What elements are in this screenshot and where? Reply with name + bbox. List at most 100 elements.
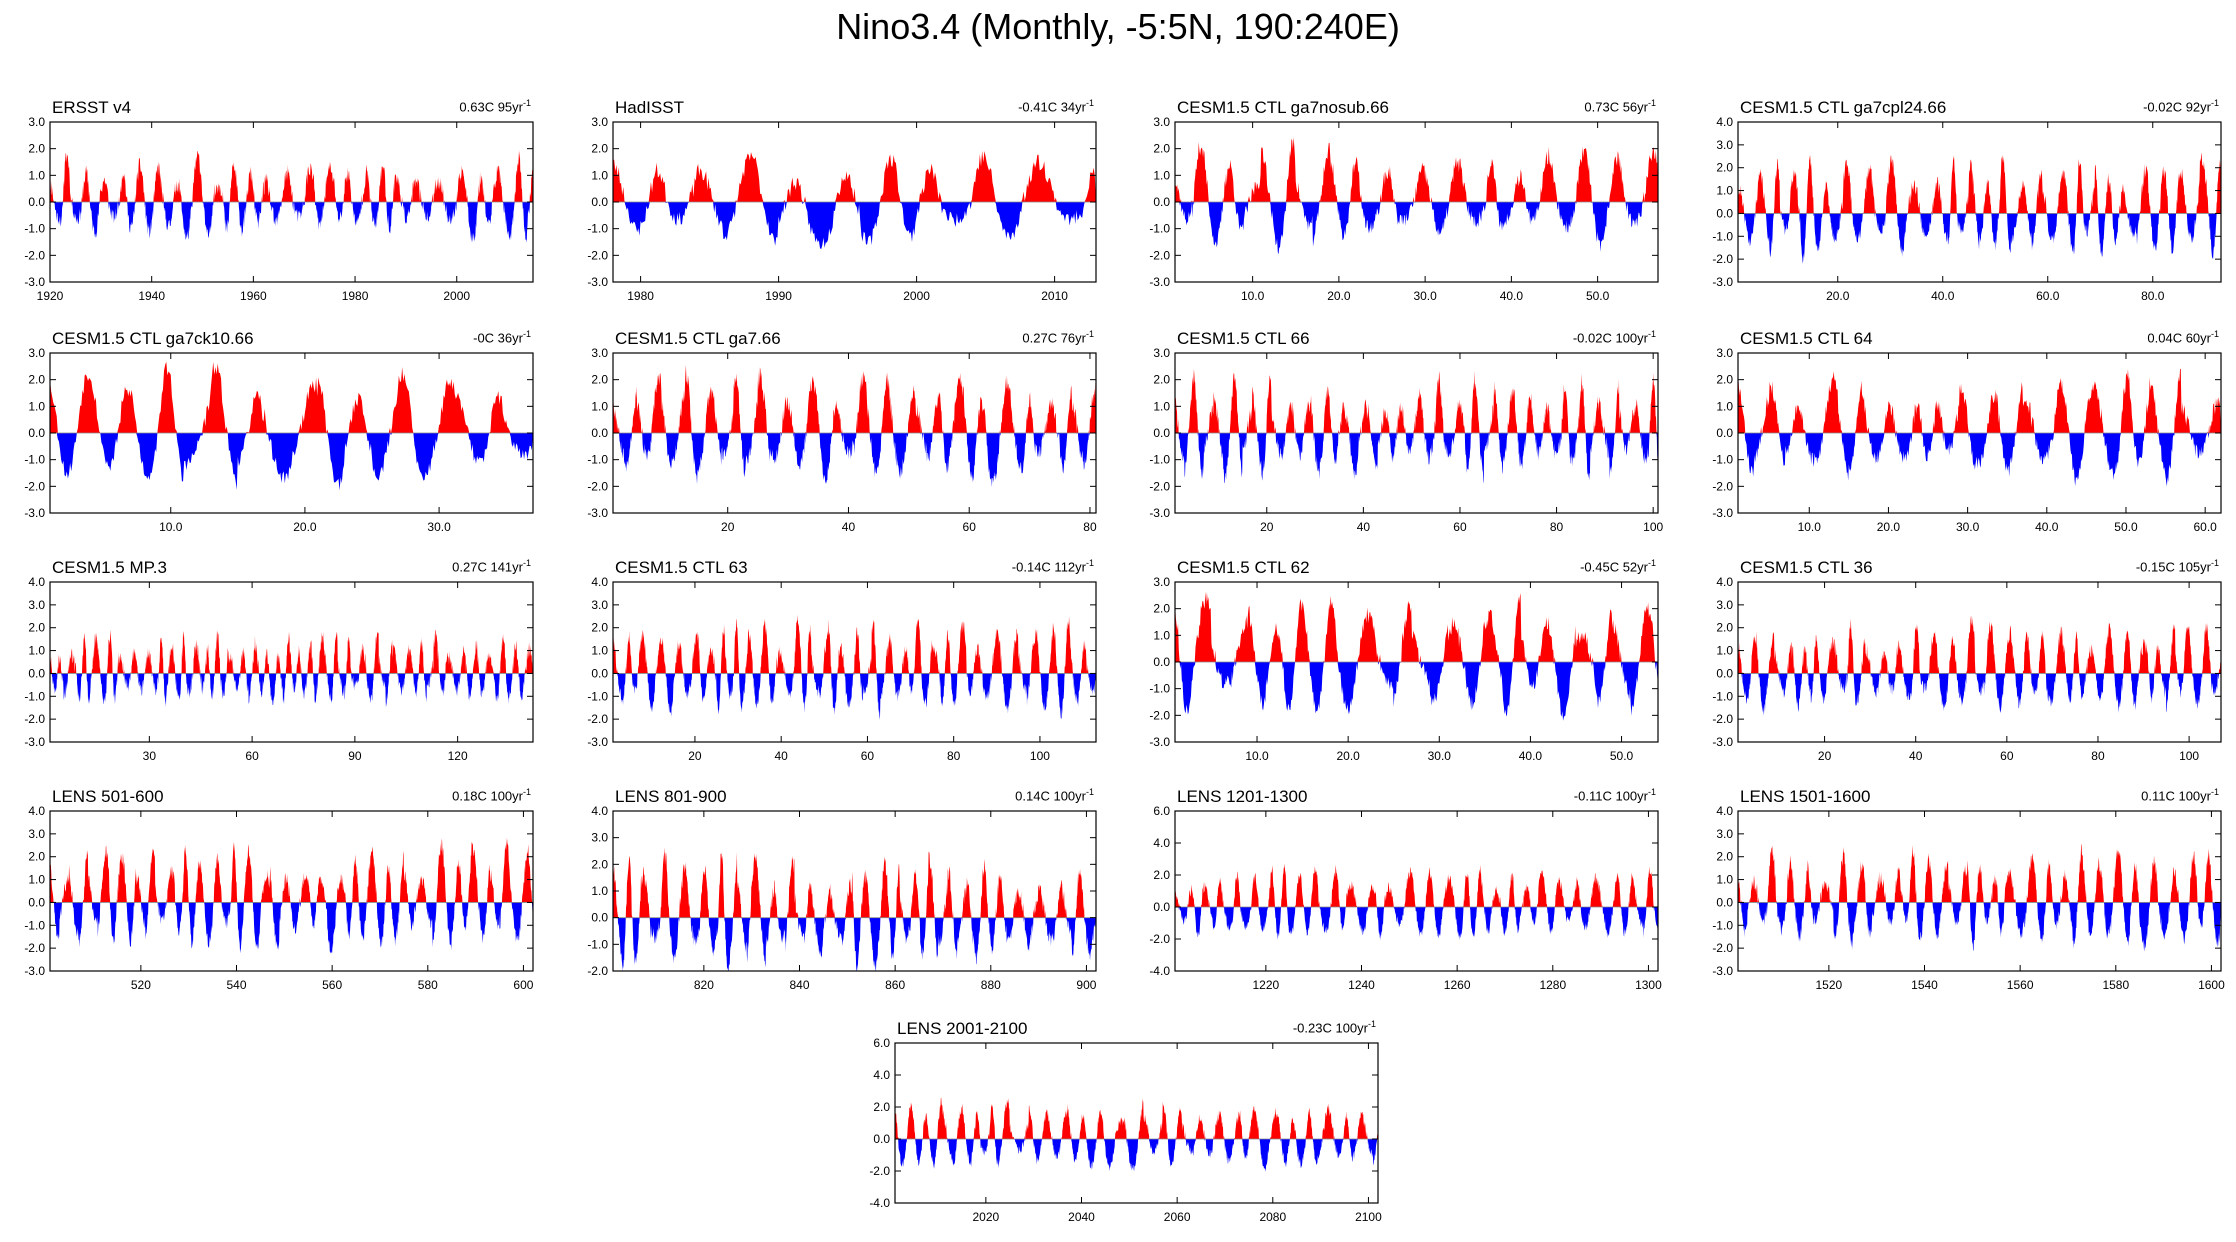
x-tick-label: 1560 <box>2007 978 2034 992</box>
x-tick-label: 1260 <box>1444 978 1471 992</box>
y-tick-label: 6.0 <box>1153 804 1170 818</box>
positive-anomaly-area <box>50 361 533 433</box>
x-tick-label: 880 <box>981 978 1001 992</box>
panel-trend-label: 0.73C 56yr-1 <box>1584 98 1656 114</box>
panel-title: CESM1.5 CTL 64 <box>1740 329 1873 348</box>
panel-trend-label: -0.11C 100yr-1 <box>1574 787 1656 803</box>
plot-frame <box>49 581 534 743</box>
trend-text: 0.63C 95yr <box>459 99 523 115</box>
y-tick-label: 3.0 <box>1716 598 1733 612</box>
x-tick-label: 40 <box>1357 520 1371 534</box>
x-tick-label: 1960 <box>240 289 267 303</box>
trend-text: -0.15C 105yr <box>2135 559 2211 575</box>
x-tick-label: 30.0 <box>427 520 451 534</box>
y-tick-label: -2.0 <box>1712 941 1733 955</box>
negative-anomaly-area <box>613 433 1096 488</box>
panel-trend-label: 0.14C 100yr-1 <box>1015 787 1094 803</box>
trend-exponent: -1 <box>2210 558 2219 568</box>
trend-text: 0.11C 100yr <box>2141 788 2211 804</box>
y-tick-label: 3.0 <box>28 346 45 360</box>
x-tick-label: 80 <box>1083 520 1097 534</box>
y-tick-label: 2.0 <box>1153 602 1170 616</box>
x-tick-label: 2010 <box>1041 289 1068 303</box>
panel-title: CESM1.5 CTL 62 <box>1177 558 1310 577</box>
x-tick-label: 1280 <box>1539 978 1566 992</box>
y-tick-label: 1.0 <box>591 399 608 413</box>
plot-frame <box>612 581 1097 743</box>
panel-trend-label: -0.45C 52yr-1 <box>1580 558 1656 574</box>
y-tick-label: 3.0 <box>28 115 45 129</box>
y-tick-label: 2.0 <box>591 373 608 387</box>
x-tick-label: 40.0 <box>2035 520 2059 534</box>
panel-trend-label: -0.23C 100yr-1 <box>1293 1019 1376 1035</box>
x-tick-label: 1520 <box>1816 978 1843 992</box>
y-tick-label: -1.0 <box>1712 689 1733 703</box>
x-tick-label: 50.0 <box>2114 520 2138 534</box>
y-tick-label: -3.0 <box>1712 964 1733 978</box>
trend-text: 0.27C 141yr <box>452 559 523 575</box>
y-tick-label: -2.0 <box>587 479 608 493</box>
y-tick-label: 4.0 <box>591 575 608 589</box>
y-tick-label: -1.0 <box>1149 682 1170 696</box>
y-tick-label: 3.0 <box>1153 575 1170 589</box>
x-tick-label: 10.0 <box>159 520 183 534</box>
x-tick-label: 1980 <box>627 289 654 303</box>
chart-panel: CESM1.5 CTL 66 -0.02C 100yr-1 -3.0 -2.0 -1.0… <box>1149 329 1663 534</box>
chart-svg: -4.0 -2.0 0.0 2.0 4.0 6.0 2020 2040 2060 2080 2100 <box>869 1036 1382 1224</box>
trend-exponent: -1 <box>522 98 531 108</box>
x-tick-label: 60 <box>963 520 977 534</box>
panel-trend-label: 0.27C 141yr-1 <box>452 558 531 574</box>
trend-text: 0.14C 100yr <box>1015 788 1086 804</box>
chart-svg: -3.0 -2.0 -1.0 0.0 1.0 2.0 3.0 4.0 30 60 90 120 <box>24 575 534 763</box>
y-tick-label: 4.0 <box>873 1068 890 1082</box>
negative-anomaly-area <box>50 673 533 708</box>
chart-svg: -3.0 -2.0 -1.0 0.0 1.0 2.0 3.0 20 40 60 80 100 <box>1149 346 1663 534</box>
trend-exponent: -1 <box>522 329 531 339</box>
chart-panel: CESM1.5 CTL ga7ck10.66 -0C 36yr-1 -3.0 -2.0… <box>24 329 534 534</box>
y-tick-label: 2.0 <box>591 621 608 635</box>
y-tick-label: 1.0 <box>1716 184 1733 198</box>
y-tick-label: 2.0 <box>28 621 45 635</box>
trend-text: 0.73C 56yr <box>1584 99 1648 115</box>
y-tick-label: -1.0 <box>1712 229 1733 243</box>
y-tick-label: -2.0 <box>1712 712 1733 726</box>
positive-anomaly-area <box>50 837 533 903</box>
x-tick-label: 1980 <box>342 289 369 303</box>
trend-text: -0.02C 92yr <box>2143 99 2211 115</box>
x-tick-label: 560 <box>322 978 342 992</box>
y-tick-label: 3.0 <box>591 598 608 612</box>
y-tick-label: 1.0 <box>1716 399 1733 413</box>
y-tick-label: 1.0 <box>591 644 608 658</box>
y-tick-label: 3.0 <box>1716 346 1733 360</box>
y-tick-label: -2.0 <box>587 712 608 726</box>
y-tick-label: -3.0 <box>587 506 608 520</box>
chart-svg: -3.0 -2.0 -1.0 0.0 1.0 2.0 3.0 10.0 20.0 30.0 <box>24 346 534 534</box>
plot-frame <box>1737 581 2222 743</box>
trend-text: 0.27C 76yr <box>1022 330 1086 346</box>
chart-panel: LENS 801-900 0.14C 100yr-1 -2.0 -1.0 0.0 1.0 2… <box>587 787 1096 992</box>
panel-title: CESM1.5 CTL ga7nosub.66 <box>1177 98 1389 117</box>
chart-svg: -3.0 -2.0 -1.0 0.0 1.0 2.0 3.0 4.0 20 40 60 80 100 <box>587 575 1097 763</box>
chart-panel: CESM1.5 CTL 36 -0.15C 105yr-1 -3.0 -2.0 -1.0… <box>1712 558 2222 763</box>
panel-title: CESM1.5 CTL ga7.66 <box>615 329 781 348</box>
y-tick-label: 4.0 <box>28 575 45 589</box>
trend-exponent: -1 <box>1647 558 1656 568</box>
x-tick-label: 100 <box>2179 749 2199 763</box>
chart-panel: LENS 501-600 0.18C 100yr-1 -3.0 -2.0 -1.0 0.0… <box>24 787 533 992</box>
positive-anomaly-area <box>1175 368 1658 433</box>
y-tick-label: 2.0 <box>1716 621 1733 635</box>
negative-anomaly-area <box>1738 902 2221 952</box>
negative-anomaly-area <box>1738 673 2221 717</box>
x-tick-label: 20 <box>688 749 702 763</box>
y-tick-label: -3.0 <box>24 506 45 520</box>
x-tick-label: 40.0 <box>1931 289 1955 303</box>
x-tick-label: 580 <box>418 978 438 992</box>
y-tick-label: -1.0 <box>24 222 45 236</box>
x-tick-label: 50.0 <box>1610 749 1634 763</box>
chart-svg: -3.0 -2.0 -1.0 0.0 1.0 2.0 3.0 10.0 20.0 30.0 40.0… <box>1712 346 2222 534</box>
trend-text: -0.11C 100yr <box>1573 788 1648 804</box>
chart-panel: HadISST -0.41C 34yr-1 -3.0 -2.0 -1.0 0.0 1.0 2.… <box>587 98 1097 303</box>
y-tick-label: -1.0 <box>587 453 608 467</box>
plot-frame <box>1737 121 2222 283</box>
x-tick-label: 50.0 <box>1586 289 1610 303</box>
